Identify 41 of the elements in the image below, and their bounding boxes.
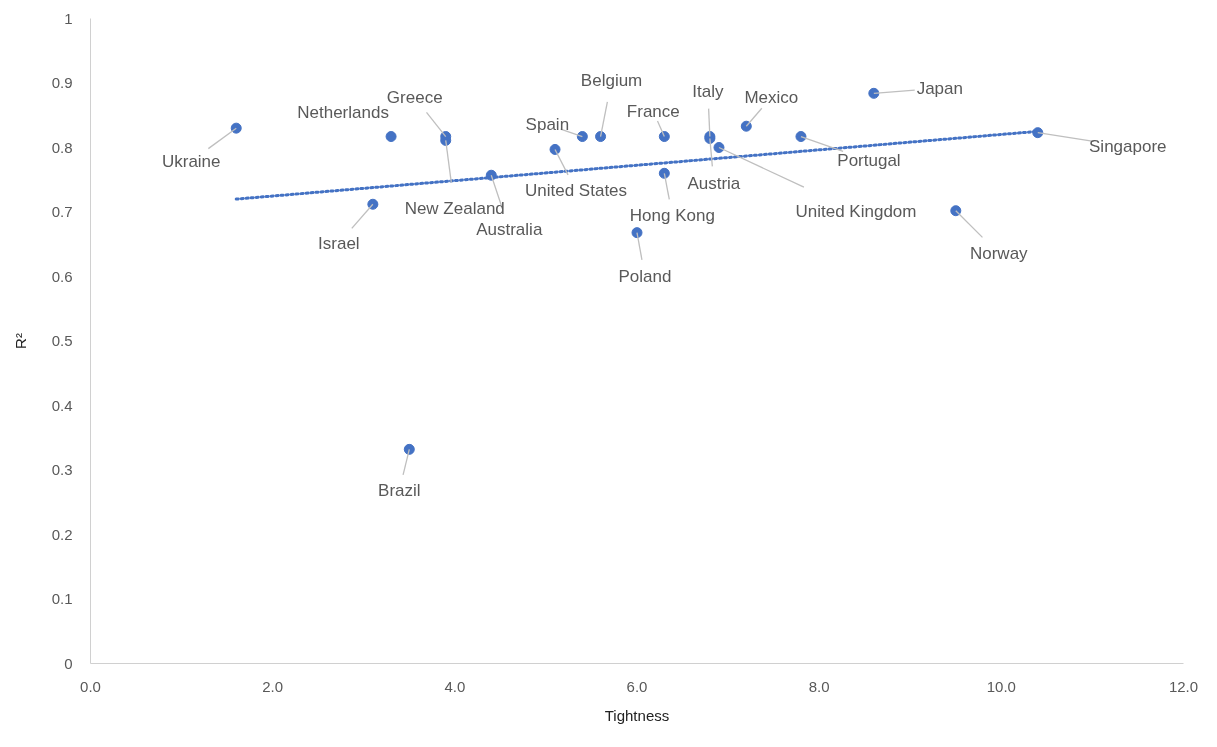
y-tick-label: 0 xyxy=(64,654,73,672)
y-tick-label: 0.9 xyxy=(51,74,73,91)
annotation: United States xyxy=(525,180,628,200)
x-tick-label: 0.0 xyxy=(80,677,101,695)
annotation: Brazil xyxy=(378,480,421,500)
y-tick-label: 0.3 xyxy=(51,461,73,478)
annotation: New Zealand xyxy=(404,198,505,218)
annotation: Portugal xyxy=(837,151,901,171)
annotation: Italy xyxy=(692,82,724,102)
annotation: Australia xyxy=(476,219,543,239)
y-tick-label: 0.4 xyxy=(51,396,73,414)
annotation: Japan xyxy=(916,78,963,98)
annotation: Mexico xyxy=(744,87,799,107)
annotation: Spain xyxy=(525,115,570,135)
y-tick-label: 1 xyxy=(64,9,73,27)
annotation: Ukraine xyxy=(161,151,221,171)
annotation: France xyxy=(626,102,680,122)
annotation: United Kingdom xyxy=(795,202,917,221)
annotation: Israel xyxy=(318,233,360,253)
y-tick-label: 0.2 xyxy=(51,525,73,543)
x-tick-label: 4.0 xyxy=(444,677,466,695)
annotation: Singapore xyxy=(1089,137,1167,157)
x-tick-label: 12.0 xyxy=(1168,677,1199,695)
annotation: Greece xyxy=(386,88,443,108)
y-tick-label: 0.5 xyxy=(51,332,73,349)
annotation: Hong Kong xyxy=(629,205,715,225)
x-axis-title: Tightness xyxy=(604,706,670,724)
x-tick-label: 8.0 xyxy=(808,677,830,695)
annotation: Austria xyxy=(687,173,741,193)
annotation: Belgium xyxy=(580,71,643,91)
annotation: Poland xyxy=(618,267,672,287)
y-tick-label: 0.8 xyxy=(51,138,73,156)
y-tick-label: 0.6 xyxy=(51,267,73,285)
x-tick-label: 6.0 xyxy=(626,677,648,695)
x-tick-label: 2.0 xyxy=(262,677,284,695)
y-tick-label: 0.1 xyxy=(51,590,73,607)
y-tick-label: 0.7 xyxy=(51,203,73,220)
x-tick-label: 10.0 xyxy=(986,677,1016,695)
y-axis-title: R² xyxy=(11,333,29,349)
annotation: Norway xyxy=(969,244,1029,264)
annotation: Netherlands xyxy=(297,103,389,123)
